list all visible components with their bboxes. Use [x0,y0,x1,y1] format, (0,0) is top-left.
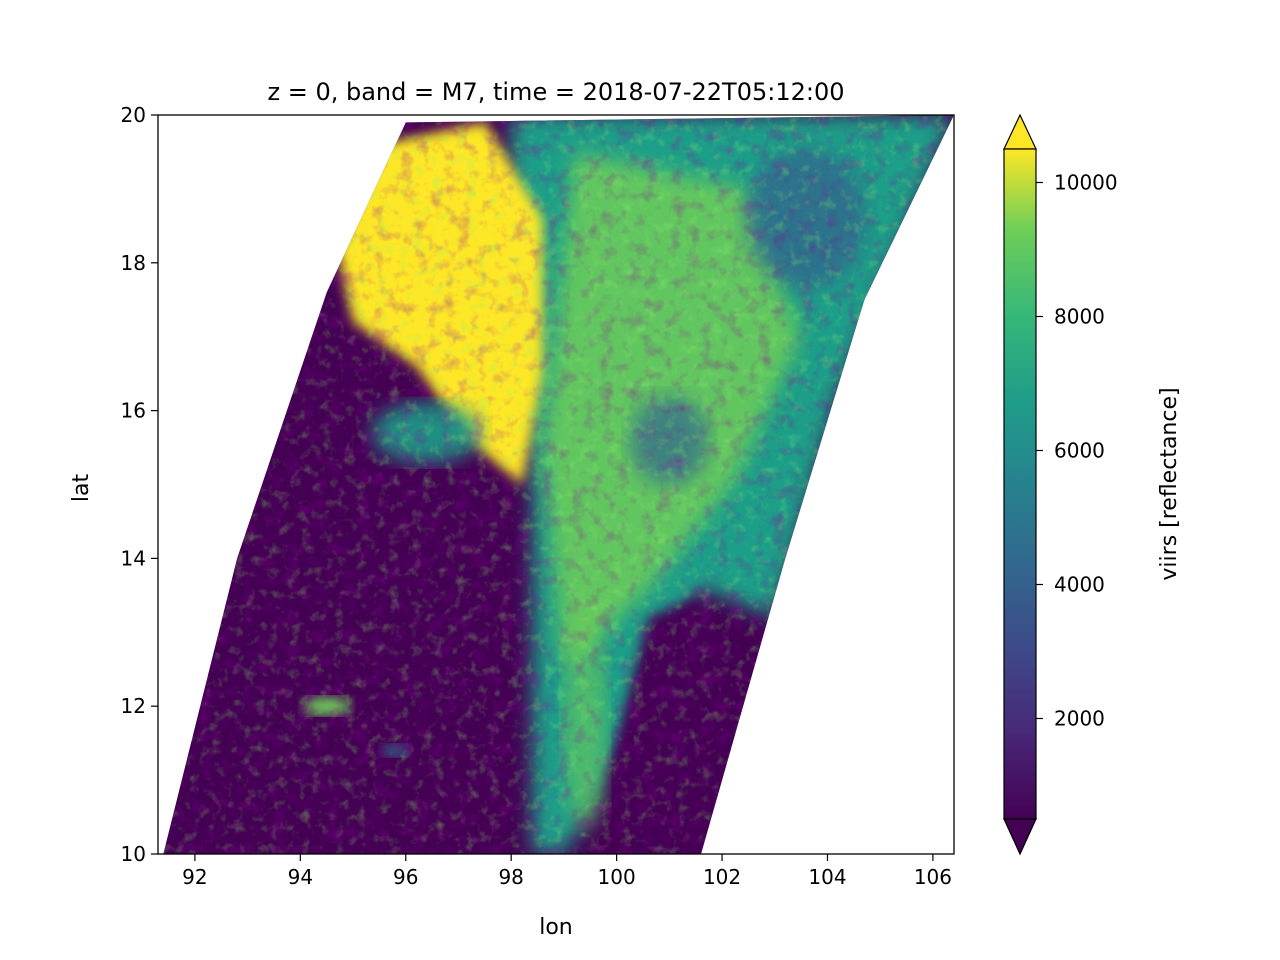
colorbar-tick-label: 2000 [1054,707,1105,731]
y-tick-label: 12 [121,694,146,718]
x-axis: 92 94 96 98 100 102 104 106 [182,854,952,889]
y-tick-label: 10 [121,842,146,866]
colorbar-tick-label: 8000 [1054,305,1105,329]
y-tick-label: 18 [121,251,146,275]
y-tick-label: 16 [121,399,146,423]
colorbar-tick-label: 6000 [1054,439,1105,463]
axes-frame [157,114,955,855]
x-tick-label: 92 [182,865,207,889]
x-tick-label: 102 [703,865,741,889]
y-tick-label: 20 [121,103,146,127]
x-tick-label: 98 [498,865,523,889]
colorbar-gradient [1004,149,1036,819]
colorbar-extend-bottom [1003,818,1037,856]
chart-title: z = 0, band = M7, time = 2018-07-22T05:1… [268,78,845,106]
colorbar-frame [1003,148,1037,820]
y-tick-label: 14 [121,546,146,570]
colorbar-tick-label: 10000 [1054,171,1118,195]
y-axis: 10 12 14 16 18 20 [121,103,158,866]
swath-image [163,115,954,854]
x-axis-label: lon [539,915,573,940]
plot-area [163,115,954,854]
y-axis-label: lat [69,474,94,503]
x-tick-label: 100 [598,865,636,889]
colorbar: 2000 4000 6000 8000 10000 [1003,113,1118,856]
x-tick-label: 106 [914,865,952,889]
x-tick-label: 96 [393,865,418,889]
colorbar-extend-top [1003,113,1037,150]
colorbar-label: viirs [reflectance] [1157,387,1182,580]
x-tick-label: 94 [288,865,313,889]
colorbar-tick-label: 4000 [1054,573,1105,597]
x-tick-label: 104 [808,865,846,889]
